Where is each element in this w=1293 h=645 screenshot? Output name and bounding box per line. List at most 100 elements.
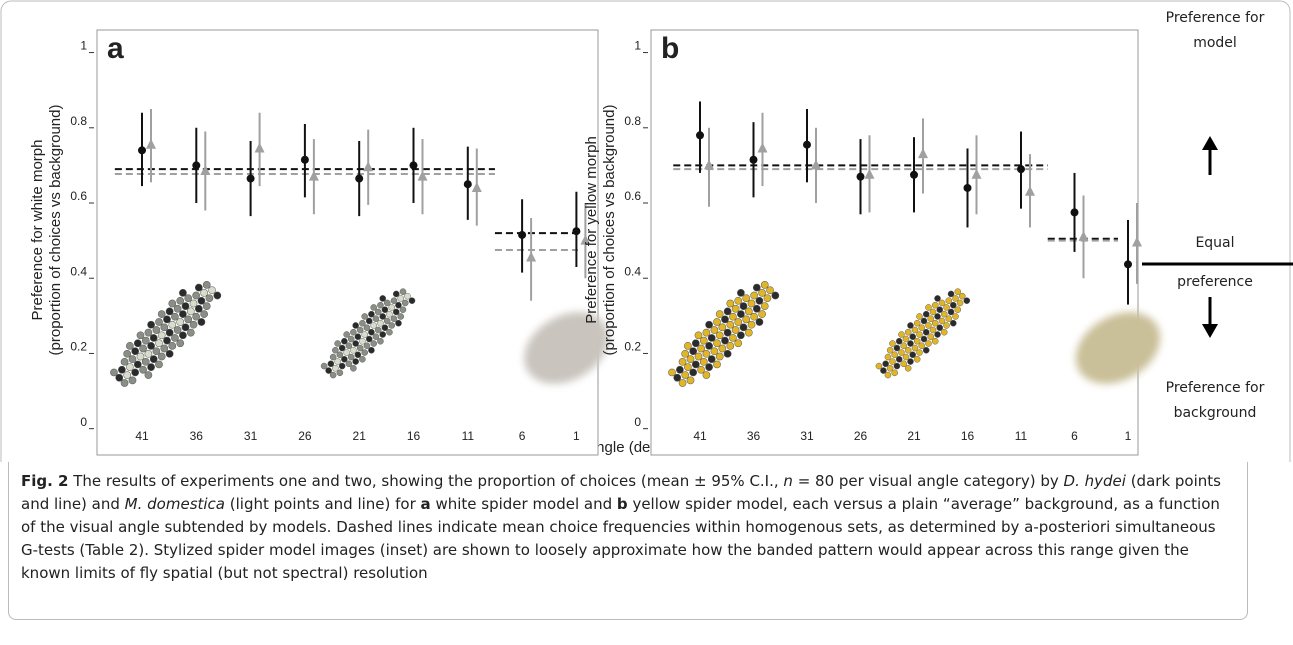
spider-cell	[920, 335, 928, 343]
spider-cell	[954, 288, 962, 295]
spider-cell	[947, 290, 955, 298]
spider-cell	[350, 328, 357, 336]
caption-text: D. hydei	[1063, 472, 1126, 490]
annotation: preference	[1177, 274, 1253, 290]
spider-cell	[702, 349, 711, 358]
spider-cell	[350, 346, 357, 354]
point	[1017, 165, 1025, 174]
spider-cell	[931, 319, 939, 327]
spider-cell	[678, 357, 687, 366]
spider-cell	[184, 315, 193, 324]
spider-cell	[404, 292, 411, 300]
spider-cell	[956, 299, 964, 307]
point	[580, 234, 591, 245]
spider-cell	[356, 326, 364, 334]
spider-cell	[347, 335, 355, 343]
x-tick-label: 41	[135, 429, 149, 443]
spider-cell	[399, 306, 407, 313]
spider-cell	[377, 337, 384, 345]
spider-cell	[189, 299, 198, 308]
spider-cell	[381, 306, 389, 313]
spider-cell	[742, 315, 751, 324]
spider-cell	[144, 371, 153, 379]
figure-border	[0, 0, 1291, 462]
spider-cell	[128, 376, 137, 385]
spider-cell	[379, 313, 386, 320]
spider-cell	[379, 331, 386, 338]
spider-cell	[907, 358, 914, 365]
point	[146, 138, 156, 149]
y-tick-label: 0	[80, 415, 87, 429]
point	[757, 142, 768, 153]
spider-cell	[155, 318, 163, 326]
spider-cell	[713, 339, 721, 348]
spider-cell	[372, 333, 380, 341]
spider-cell	[918, 342, 925, 350]
point	[963, 183, 972, 192]
spider-cell	[922, 310, 930, 318]
blurred-inset	[524, 312, 609, 384]
spider-cell	[155, 360, 163, 369]
spider-cell	[673, 373, 682, 382]
spider-cell	[118, 365, 126, 374]
spider-cell	[898, 331, 905, 338]
y-tick-label: 0.2	[624, 340, 641, 354]
spider-cell	[399, 288, 407, 295]
point	[471, 181, 482, 192]
spider-cell	[936, 324, 944, 331]
spider-cell	[694, 331, 703, 340]
spider-cell	[699, 336, 708, 345]
figure: Visual angle (degrees) Preference for mo…	[0, 0, 1293, 462]
spider-cell	[940, 328, 948, 336]
spider-cell	[755, 296, 764, 305]
spider-cell	[176, 318, 185, 326]
spider-cell	[945, 297, 953, 304]
x-tick-label: 36	[190, 429, 204, 443]
spider-cell	[120, 379, 129, 387]
spider-cell	[739, 323, 748, 332]
spider-cell	[165, 307, 174, 316]
point	[704, 159, 714, 170]
spider-cell	[343, 331, 350, 338]
point	[409, 161, 418, 170]
spider-cell	[713, 360, 721, 369]
spider-cell	[718, 323, 727, 332]
spider-cell	[710, 326, 719, 334]
spider-cell	[352, 322, 359, 329]
spider-cell	[949, 319, 957, 327]
annotation: Equal	[1195, 235, 1234, 251]
point	[417, 170, 428, 181]
spider-cell	[147, 363, 155, 371]
spider-cell	[179, 331, 187, 340]
point	[363, 161, 374, 172]
spider-cell	[202, 281, 211, 289]
x-tick-label: 1	[573, 429, 580, 443]
spider-cell	[884, 371, 892, 379]
spider-cell	[766, 286, 774, 295]
spider-cell	[395, 301, 402, 309]
spider-cell	[189, 320, 198, 329]
spider-cell	[750, 312, 758, 321]
x-tick-label: 31	[800, 429, 814, 443]
spider-cell	[374, 308, 382, 316]
spider-cell	[916, 349, 923, 356]
spider-cell	[884, 353, 892, 361]
spider-cell	[171, 334, 179, 342]
spider-cell	[133, 339, 142, 348]
spider-cell	[157, 310, 166, 318]
spider-cell	[173, 326, 182, 334]
spider-cell	[350, 365, 357, 372]
spider-cell	[875, 362, 883, 370]
spider-cell	[186, 307, 195, 316]
spider-cell	[160, 323, 169, 332]
caption-text: white spider model and	[430, 495, 617, 513]
point	[246, 174, 255, 183]
point	[300, 155, 309, 164]
spider-cell	[345, 360, 353, 368]
spider-cell	[750, 291, 758, 300]
y-tick-label: 0.8	[624, 114, 641, 128]
spider-cell	[388, 322, 396, 329]
spider-inset	[110, 281, 222, 387]
spider-cell	[686, 376, 695, 385]
spider-cell	[916, 313, 923, 320]
